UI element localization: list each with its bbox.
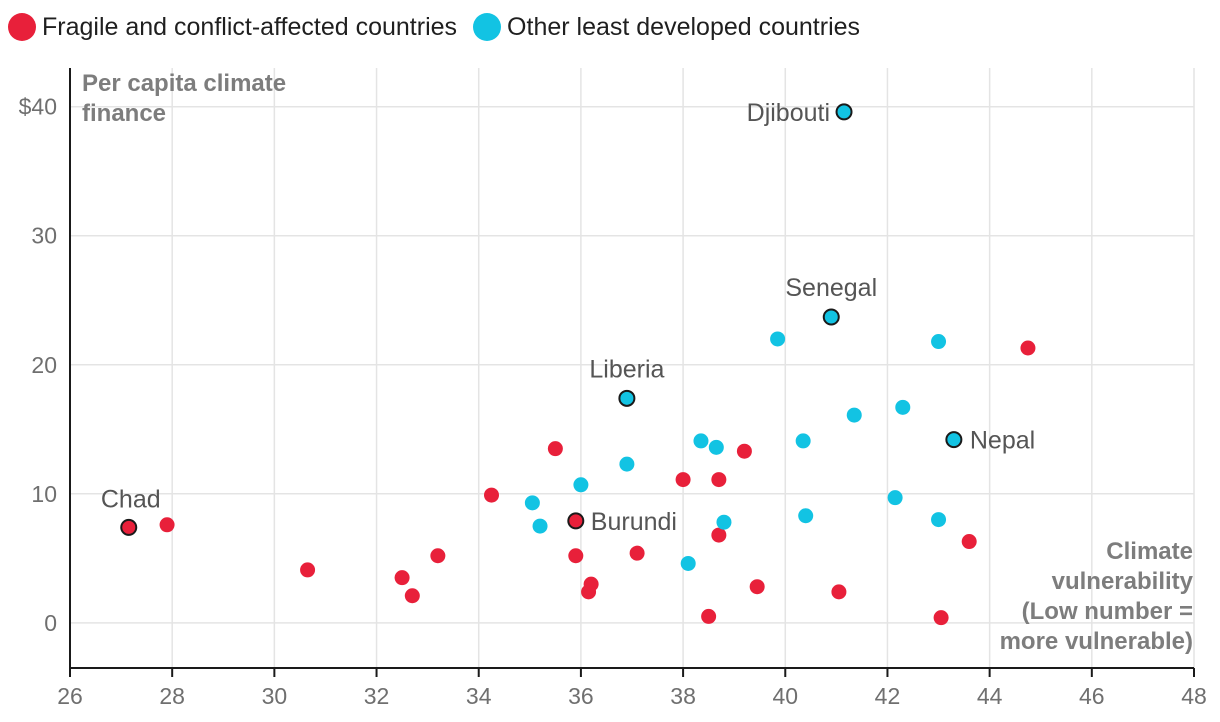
legend-label-other: Other least developed countries (507, 12, 861, 41)
point-burundi (567, 512, 585, 530)
x-tick-label-38: 38 (670, 683, 696, 709)
legend-item-other: Other least developed countries (473, 13, 860, 42)
y-tick-label-40: $40 (19, 94, 57, 120)
x-tick-label-32: 32 (364, 683, 390, 709)
point-other-16 (887, 490, 903, 506)
x-tick-label-40: 40 (772, 683, 798, 709)
point-fragile-12 (581, 584, 597, 600)
x-axis-title-line-2: vulnerability (1052, 568, 1194, 595)
point-other-7 (693, 433, 709, 449)
point-fragile-21 (933, 610, 949, 626)
x-axis-title-line-1: Climate (1106, 538, 1193, 565)
x-tick-label-36: 36 (568, 683, 594, 709)
point-fragile-22 (961, 534, 977, 550)
point-fragile-13 (629, 545, 645, 561)
x-tick-label-46: 46 (1079, 683, 1105, 709)
point-labels: Chad Burundi Liberia Senegal Djibouti Nepal (101, 99, 1035, 536)
point-fragile-14 (675, 472, 691, 488)
legend-item-fragile: Fragile and conflict-affected countries (8, 13, 457, 42)
x-tick-label-30: 30 (262, 683, 288, 709)
y-axis-title-line-2: finance (82, 100, 166, 127)
point-fragile-6 (430, 548, 446, 564)
point-fragile-8 (547, 441, 563, 457)
label-liberia: Liberia (589, 355, 664, 383)
point-senegal (822, 308, 840, 326)
point-other-11 (795, 433, 811, 449)
point-fragile-2 (159, 517, 175, 533)
x-tick-label-48: 48 (1181, 683, 1207, 709)
point-other-2 (532, 518, 548, 534)
data-points (120, 103, 1036, 626)
point-chad (120, 518, 138, 536)
axes (69, 68, 1195, 677)
axis-titles: Per capita climate finance Climate vulnerab… (82, 70, 1194, 655)
point-other-9 (716, 514, 732, 530)
legend-label-fragile: Fragile and conflict-affected countries (42, 12, 458, 41)
y-tick-label-0: 0 (44, 610, 57, 636)
label-djibouti: Djibouti (747, 99, 830, 127)
point-other-3 (573, 477, 589, 493)
point-other-6 (680, 555, 696, 571)
label-nepal: Nepal (970, 427, 1035, 455)
point-fragile-15 (711, 472, 727, 488)
point-fragile-20 (831, 584, 847, 600)
y-tick-label-20: 20 (31, 352, 57, 378)
point-djibouti (835, 103, 853, 121)
y-axis-title-line-1: Per capita climate (82, 70, 286, 97)
point-fragile-19 (749, 579, 765, 595)
x-axis-title-line-4: more vulnerable) (1000, 628, 1193, 655)
point-nepal (945, 431, 963, 449)
point-other-8 (708, 439, 724, 455)
point-fragile-23 (1020, 340, 1036, 356)
point-fragile-4 (394, 570, 410, 586)
x-tick-label-42: 42 (875, 683, 901, 709)
point-liberia (618, 389, 636, 407)
x-tick-label-34: 34 (466, 683, 492, 709)
legend-swatch-other (473, 13, 502, 41)
legend-swatch-fragile (8, 13, 36, 41)
point-other-1 (524, 495, 540, 511)
point-other-18 (931, 334, 947, 350)
legend: Fragile and conflict-affected countries … (8, 10, 860, 44)
x-tick-label-44: 44 (977, 683, 1003, 709)
point-other-19 (931, 512, 947, 528)
y-tick-label-30: 30 (31, 223, 57, 249)
point-other-15 (846, 407, 862, 423)
x-tick-label-26: 26 (57, 683, 83, 709)
y-tick-label-10: 10 (31, 481, 57, 507)
point-fragile-18 (736, 443, 752, 459)
x-axis-title-line-3: (Low number = (1022, 598, 1193, 625)
tick-labels: 26 28 30 32 34 36 38 40 42 44 46 48 0 10 20 30 $40 (19, 94, 1207, 709)
point-fragile-17 (701, 608, 717, 624)
point-fragile-10 (568, 548, 584, 564)
point-fragile-16 (711, 527, 727, 543)
point-fragile-5 (404, 588, 420, 604)
label-burundi: Burundi (591, 508, 677, 536)
point-other-12 (798, 508, 814, 524)
point-fragile-7 (484, 487, 499, 503)
point-other-17 (895, 399, 911, 415)
x-tick-label-28: 28 (159, 683, 185, 709)
point-other-4 (619, 456, 635, 472)
label-senegal: Senegal (785, 274, 877, 302)
label-chad: Chad (101, 485, 161, 513)
point-other-10 (770, 331, 786, 347)
point-fragile-3 (300, 562, 316, 578)
gridlines (70, 68, 1195, 668)
